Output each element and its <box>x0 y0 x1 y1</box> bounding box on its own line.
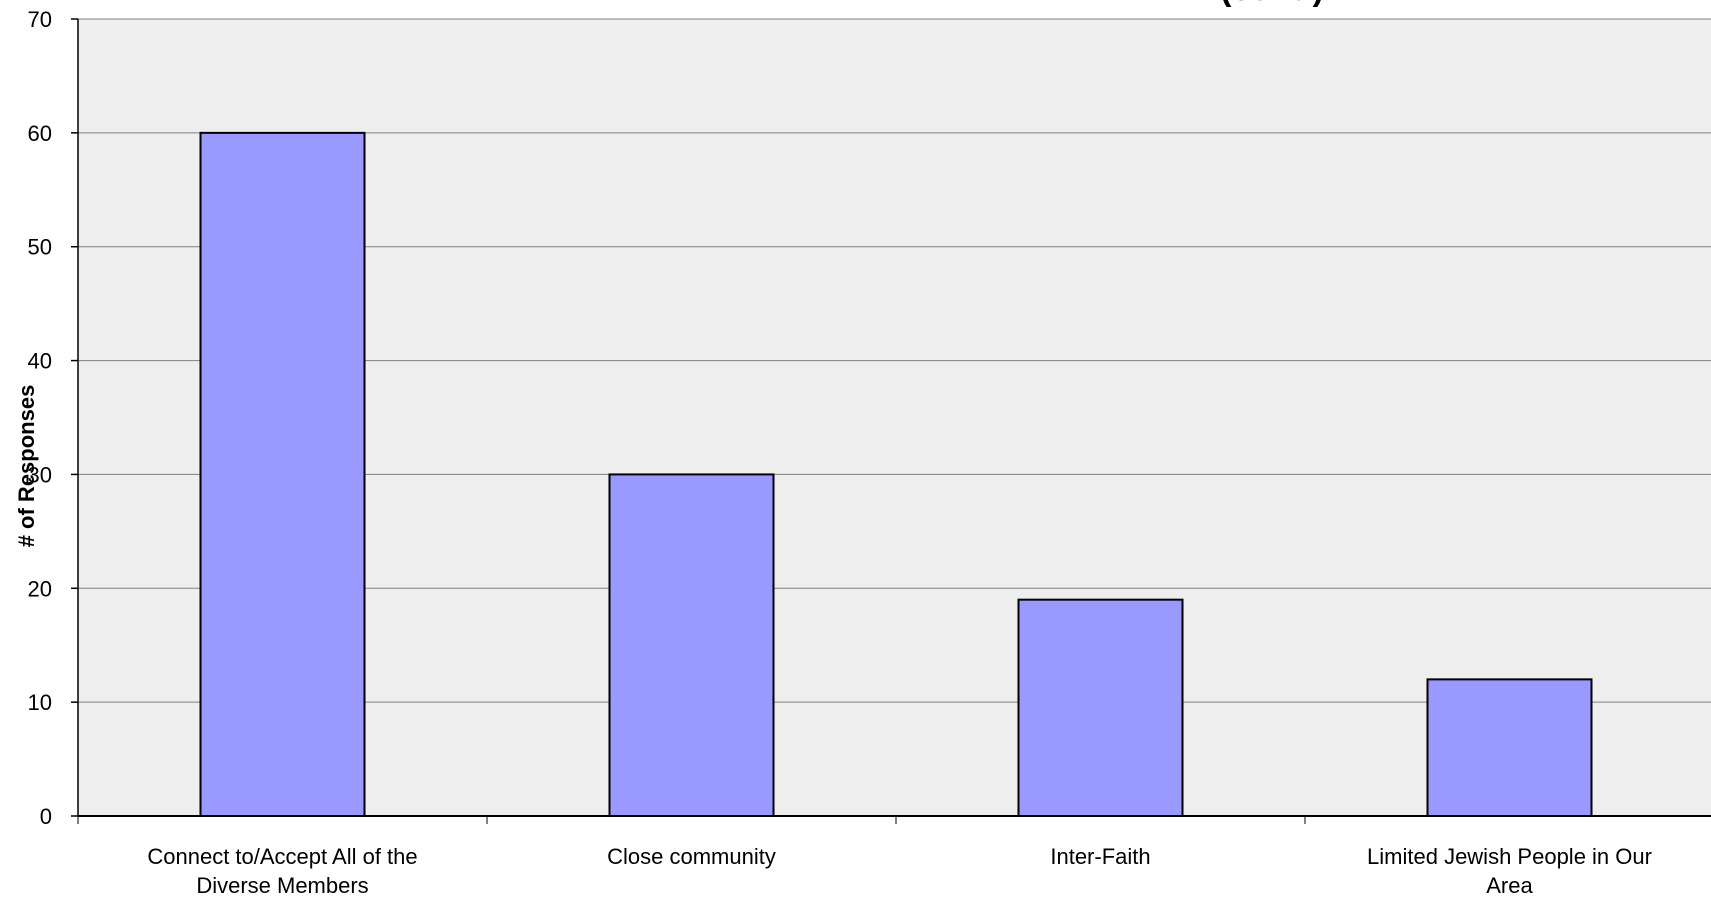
x-tick-label: Connect to/Accept All of the Diverse Memb… <box>147 844 417 898</box>
bar <box>199 131 366 818</box>
x-tick-labels: Connect to/Accept All of the Diverse Memb… <box>147 844 1652 898</box>
x-tick-label: Inter-Faith <box>1050 844 1150 869</box>
y-tick-label: 30 <box>28 462 52 487</box>
bar <box>608 473 775 817</box>
y-tick-label: 60 <box>28 121 52 146</box>
y-tick-label: 70 <box>28 7 52 32</box>
bar <box>1017 598 1184 818</box>
y-tick-label: 0 <box>40 804 52 829</box>
y-tick-labels: 0 10 20 30 40 50 60 70 <box>28 7 52 829</box>
y-tick-label: 10 <box>28 690 52 715</box>
y-axis-title: # of Responses <box>14 385 39 548</box>
y-tick-label: 50 <box>28 235 52 260</box>
y-tick-label: 40 <box>28 349 52 374</box>
y-tick-label: 20 <box>28 576 52 601</box>
bar <box>1426 678 1593 817</box>
axes <box>71 18 1711 824</box>
x-tick-label: Limited Jewish People in Our Area <box>1367 844 1652 898</box>
chart-title: (cont.) <box>1220 0 1324 8</box>
x-tick-label: Close community <box>607 844 776 869</box>
